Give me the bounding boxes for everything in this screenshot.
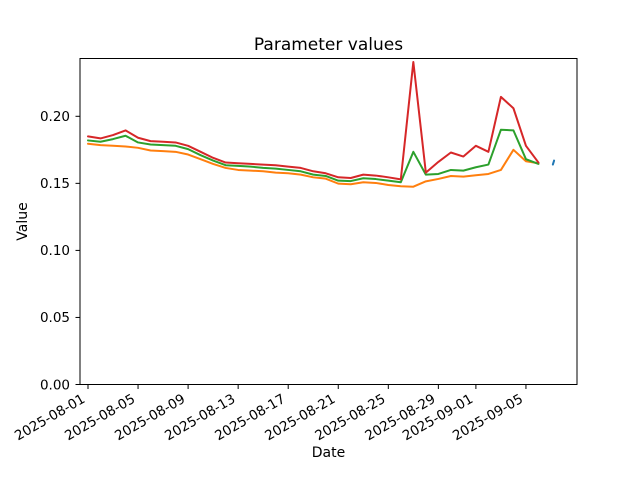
y-axis-tick-label: 0.15 xyxy=(40,176,70,192)
y-axis-tick-label: 0.20 xyxy=(40,109,70,125)
axes: 0.000.050.100.150.202025-08-012025-08-05… xyxy=(12,58,578,444)
y-axis-label: Value xyxy=(15,202,31,240)
y-axis-tick-label: 0.05 xyxy=(40,310,70,326)
series-lines xyxy=(87,60,556,188)
blue-series-line xyxy=(551,159,556,166)
red-series-line xyxy=(87,60,540,181)
green-series-line xyxy=(87,128,540,184)
axes-spines xyxy=(79,58,578,385)
chart-title: Parameter values xyxy=(254,35,403,55)
y-axis-tick-label: 0.10 xyxy=(40,243,70,259)
y-axis-tick-label: 0.00 xyxy=(40,377,70,393)
orange-series-line xyxy=(87,142,540,188)
x-axis-label: Date xyxy=(312,445,345,461)
